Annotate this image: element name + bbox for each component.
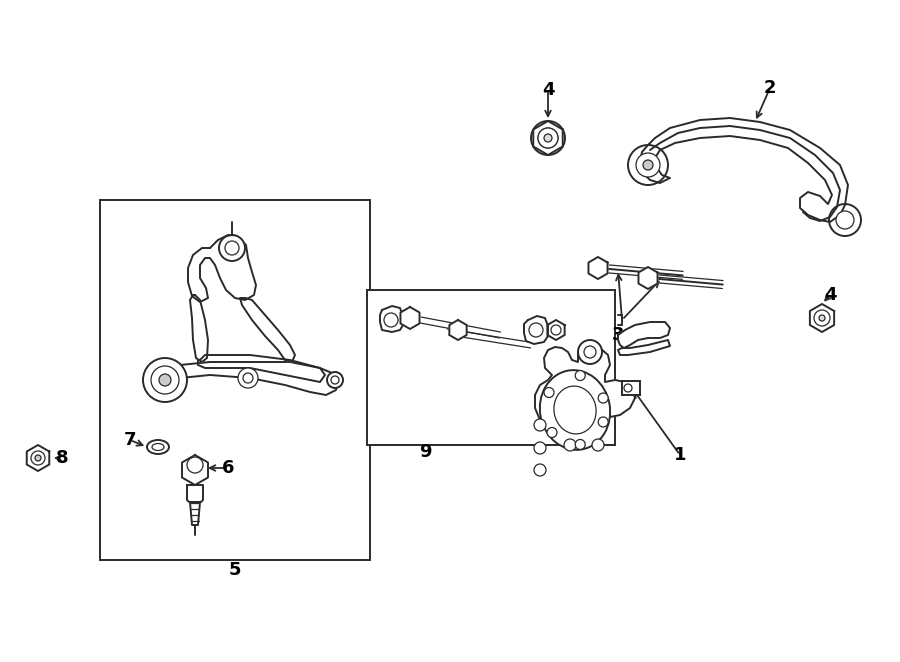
Circle shape xyxy=(143,358,187,402)
Polygon shape xyxy=(589,257,608,279)
Circle shape xyxy=(575,371,585,381)
Ellipse shape xyxy=(540,370,610,450)
Polygon shape xyxy=(27,445,50,471)
Circle shape xyxy=(547,428,557,438)
Circle shape xyxy=(819,315,825,321)
Circle shape xyxy=(544,387,554,397)
Ellipse shape xyxy=(554,386,596,434)
Bar xyxy=(100,200,370,560)
Text: 1: 1 xyxy=(674,446,686,464)
Polygon shape xyxy=(618,322,670,348)
Text: 2: 2 xyxy=(764,79,776,97)
Polygon shape xyxy=(535,345,635,430)
Circle shape xyxy=(534,419,546,431)
Circle shape xyxy=(151,366,179,394)
Circle shape xyxy=(31,451,45,465)
Polygon shape xyxy=(640,118,848,222)
Ellipse shape xyxy=(147,440,169,454)
Circle shape xyxy=(384,313,398,327)
Text: 8: 8 xyxy=(56,449,68,467)
Circle shape xyxy=(628,145,668,185)
Circle shape xyxy=(829,204,861,236)
Circle shape xyxy=(327,372,343,388)
Circle shape xyxy=(544,134,552,142)
Bar xyxy=(367,290,615,445)
Text: 3: 3 xyxy=(612,326,625,344)
Circle shape xyxy=(578,340,602,364)
Polygon shape xyxy=(190,295,208,362)
Circle shape xyxy=(592,439,604,451)
Circle shape xyxy=(35,455,41,461)
Polygon shape xyxy=(449,320,467,340)
Circle shape xyxy=(534,442,546,454)
Circle shape xyxy=(529,323,543,337)
Text: 4: 4 xyxy=(542,81,554,99)
Circle shape xyxy=(598,417,608,427)
Polygon shape xyxy=(638,267,658,289)
Polygon shape xyxy=(810,304,834,332)
Circle shape xyxy=(331,376,339,384)
Polygon shape xyxy=(547,320,564,340)
Circle shape xyxy=(564,439,576,451)
Circle shape xyxy=(534,464,546,476)
Circle shape xyxy=(225,241,239,255)
Circle shape xyxy=(575,440,585,449)
Circle shape xyxy=(584,346,596,358)
Text: 4: 4 xyxy=(824,286,836,304)
Polygon shape xyxy=(524,316,548,344)
Text: 9: 9 xyxy=(418,443,431,461)
Circle shape xyxy=(243,373,253,383)
Polygon shape xyxy=(380,306,403,332)
Circle shape xyxy=(551,325,561,335)
Polygon shape xyxy=(152,362,338,395)
Polygon shape xyxy=(187,485,203,502)
Circle shape xyxy=(187,457,203,473)
Polygon shape xyxy=(534,121,562,155)
Polygon shape xyxy=(190,502,200,525)
Polygon shape xyxy=(618,340,670,355)
Text: 7: 7 xyxy=(124,431,136,449)
Text: 6: 6 xyxy=(221,459,234,477)
Circle shape xyxy=(238,368,258,388)
Circle shape xyxy=(531,121,565,155)
Bar xyxy=(622,381,640,395)
Polygon shape xyxy=(240,298,295,362)
Circle shape xyxy=(159,374,171,386)
Circle shape xyxy=(643,160,653,170)
Circle shape xyxy=(538,128,558,148)
Polygon shape xyxy=(188,235,256,302)
Text: 5: 5 xyxy=(229,561,241,579)
Polygon shape xyxy=(182,455,208,485)
Circle shape xyxy=(636,153,660,177)
Circle shape xyxy=(538,128,558,148)
Circle shape xyxy=(598,393,608,403)
Circle shape xyxy=(624,384,632,392)
Polygon shape xyxy=(400,307,419,329)
Polygon shape xyxy=(198,355,325,382)
Circle shape xyxy=(814,310,830,326)
Ellipse shape xyxy=(152,444,164,451)
Circle shape xyxy=(219,235,245,261)
Circle shape xyxy=(836,211,854,229)
